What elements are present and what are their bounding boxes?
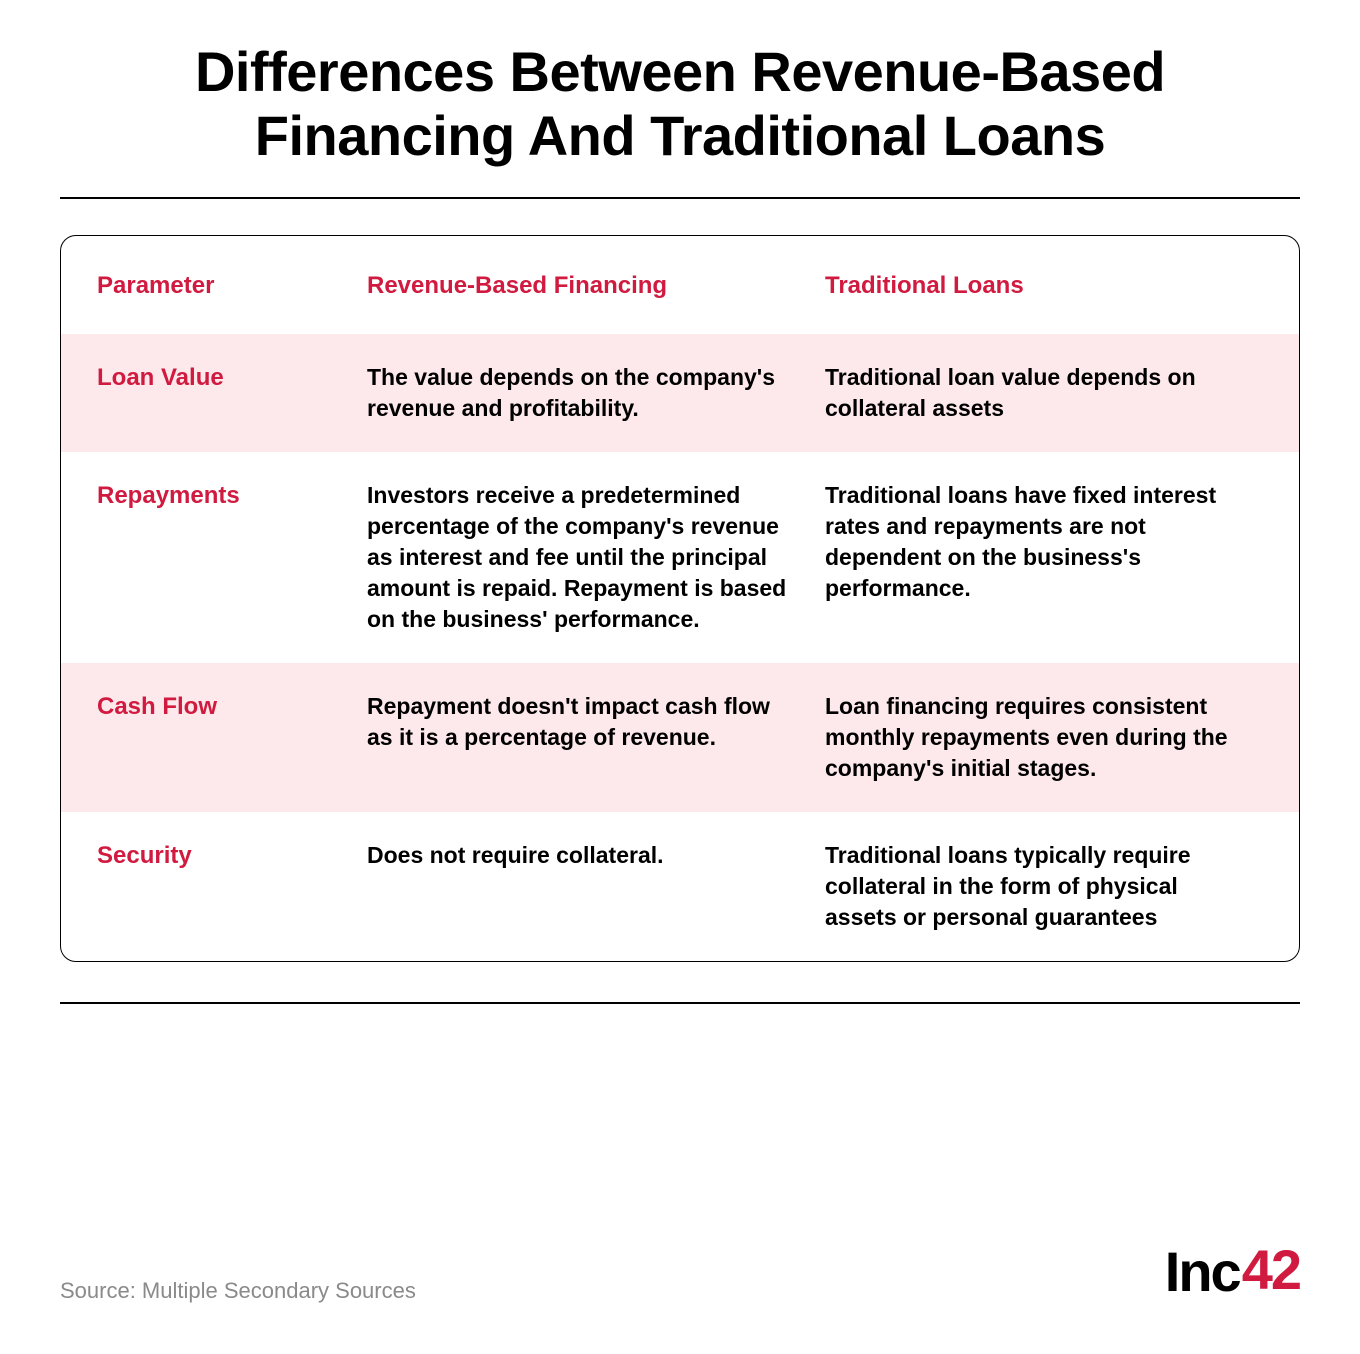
divider-bottom	[60, 1002, 1300, 1004]
table-header-row: Parameter Revenue-Based Financing Tradit…	[61, 236, 1299, 334]
divider-top	[60, 197, 1300, 199]
row-trad-cell: Loan financing requires consistent month…	[825, 691, 1263, 784]
row-param: Cash Flow	[97, 691, 347, 721]
footer: Source: Multiple Secondary Sources Inc42	[60, 1239, 1300, 1314]
header-parameter: Parameter	[97, 272, 347, 300]
header-traditional: Traditional Loans	[825, 272, 1263, 300]
row-param: Repayments	[97, 480, 347, 510]
brand-logo: Inc42	[1165, 1239, 1300, 1304]
logo-accent-text: 42	[1242, 1237, 1300, 1302]
header-rbf: Revenue-Based Financing	[367, 272, 805, 300]
row-trad-cell: Traditional loan value depends on collat…	[825, 362, 1263, 424]
row-param: Security	[97, 840, 347, 870]
table-row: Cash Flow Repayment doesn't impact cash …	[61, 663, 1299, 812]
table-row: Security Does not require collateral. Tr…	[61, 812, 1299, 961]
comparison-table: Parameter Revenue-Based Financing Tradit…	[60, 235, 1300, 963]
row-rbf-cell: Repayment doesn't impact cash flow as it…	[367, 691, 805, 753]
table-row: Repayments Investors receive a predeterm…	[61, 452, 1299, 663]
source-text: Source: Multiple Secondary Sources	[60, 1278, 416, 1304]
row-param: Loan Value	[97, 362, 347, 392]
row-rbf-cell: Investors receive a predetermined percen…	[367, 480, 805, 635]
logo-main-text: Inc	[1165, 1239, 1240, 1304]
row-trad-cell: Traditional loans have fixed interest ra…	[825, 480, 1263, 604]
row-rbf-cell: Does not require collateral.	[367, 840, 805, 871]
row-trad-cell: Traditional loans typically require coll…	[825, 840, 1263, 933]
page-title: Differences Between Revenue-Based Financ…	[60, 40, 1300, 169]
row-rbf-cell: The value depends on the company's reven…	[367, 362, 805, 424]
table-row: Loan Value The value depends on the comp…	[61, 334, 1299, 452]
